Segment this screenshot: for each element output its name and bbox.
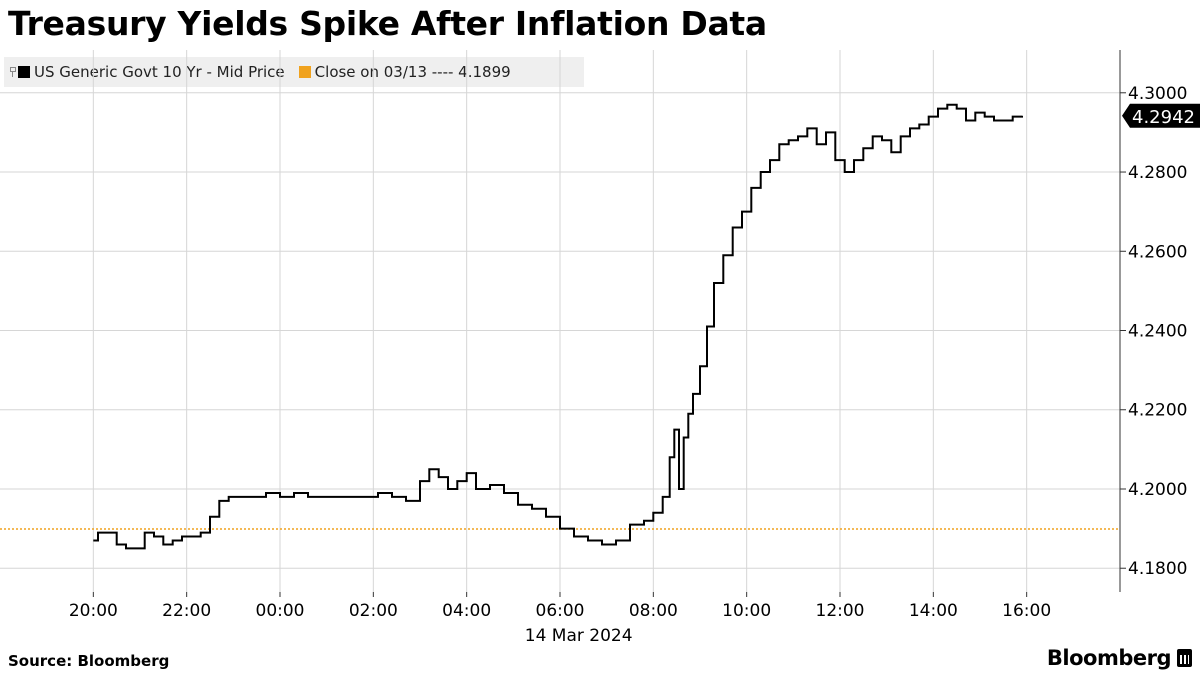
x-tick-label: 02:00 [349,601,398,621]
y-tick-label: 4.2800 [1128,163,1187,183]
x-tick-label: 22:00 [162,601,211,621]
y-tick-label: 4.2600 [1128,242,1187,262]
y-tick-label: 4.2400 [1128,322,1187,342]
last-value-label: 4.2942 [1132,107,1195,128]
x-tick-label: 20:00 [69,601,118,621]
x-tick-label: 06:00 [536,601,585,621]
x-tick-label: 14:00 [909,601,958,621]
legend-label-close: Close on 03/13 ---- 4.1899 [314,63,511,81]
x-tick-label: 12:00 [816,601,865,621]
x-tick-label: 10:00 [722,601,771,621]
legend-item-series[interactable]: US Generic Govt 10 Yr - Mid Price [10,63,285,81]
last-value-badge-shape [1122,103,1200,128]
series-line [93,103,1023,550]
legend-label-series: US Generic Govt 10 Yr - Mid Price [34,63,285,81]
bloomberg-terminal-icon [1177,649,1192,667]
grid-lines [0,50,1120,592]
legend-swatch-series [18,66,30,78]
y-tick-label: 4.1800 [1128,559,1187,579]
legend-item-close[interactable]: Close on 03/13 ---- 4.1899 [298,63,511,81]
source-note: Source: Bloomberg [8,652,170,670]
x-tick-label: 00:00 [256,601,305,621]
chart-legend: US Generic Govt 10 Yr - Mid Price Close … [4,57,584,87]
legend-swatch-close [298,66,311,78]
brand-name: Bloomberg [1046,646,1172,670]
x-axis-label: 14 Mar 2024 [525,626,633,646]
last-value-badge: 4.2942 [1122,103,1200,128]
y-tick-label: 4.3000 [1128,84,1187,104]
x-tick-label: 04:00 [442,601,491,621]
pin-icon [10,67,16,77]
x-tick-label: 16:00 [1002,601,1051,621]
x-axis-ticks: 20:00 22:00 00:00 02:00 04:00 06:00 08:00 10:00… [69,592,1051,621]
brand-logo: Bloomberg [1047,646,1192,670]
y-tick-label: 4.2200 [1128,401,1187,421]
chart-title: Treasury Yields Spike After Inflation Da… [8,4,767,43]
y-tick-label: 4.2000 [1128,480,1187,500]
y-axis-ticks: 4.1800 4.2000 4.2200 4.2400 4.2600 4.2800 4.30… [1120,84,1187,579]
x-tick-label: 08:00 [629,601,678,621]
